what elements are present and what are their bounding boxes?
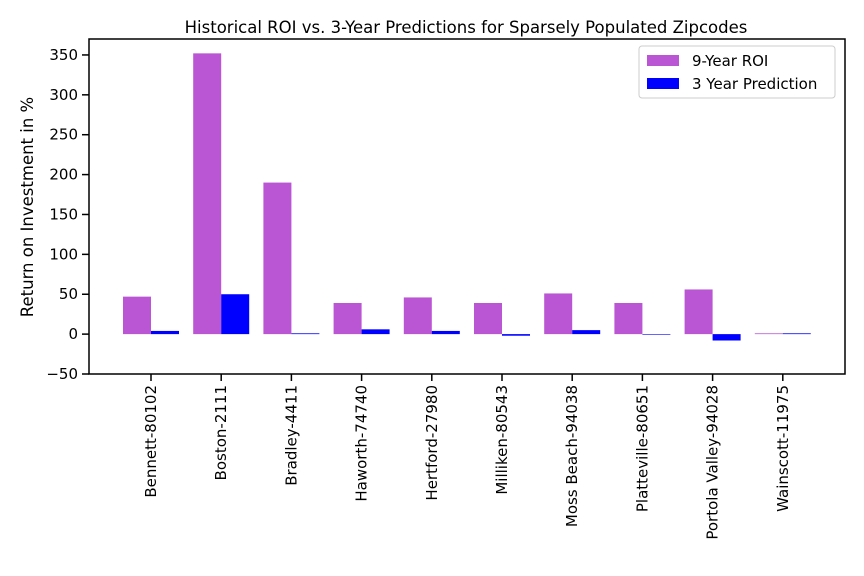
bar-prediction-3 — [291, 333, 320, 335]
bar-roi-3 — [263, 182, 292, 335]
bar-prediction-7 — [572, 330, 601, 335]
y-tick-label: 50 — [59, 285, 78, 303]
x-tick-label: Haworth-74740 — [353, 385, 371, 502]
bar-roi-1 — [123, 296, 151, 335]
y-tick-label: 100 — [49, 245, 78, 263]
bar-roi-7 — [544, 293, 573, 335]
x-tick-label: Portola Valley-94028 — [704, 385, 722, 540]
legend-frame — [638, 45, 836, 99]
x-tick-label: Bennett-80102 — [142, 385, 160, 498]
y-axis: −50 0 50 100 150 200 250 300 350 — [46, 46, 89, 383]
bar-prediction-4 — [361, 329, 390, 335]
bar-roi-4 — [333, 303, 362, 335]
bar-prediction-6 — [502, 334, 530, 336]
legend: 9-Year ROI 3 Year Prediction — [638, 45, 836, 99]
bar-prediction-5 — [431, 330, 460, 335]
bars-group — [123, 53, 811, 341]
bar-roi-2 — [193, 53, 222, 335]
x-axis: Bennett-80102 Boston-2111 Bradley-4411 Hawo… — [142, 374, 792, 540]
legend-swatch — [647, 55, 679, 66]
y-tick-label: −50 — [46, 365, 78, 383]
bar-prediction-2 — [221, 294, 250, 335]
y-tick-label: 150 — [49, 205, 78, 223]
x-tick-label: Platteville-80651 — [633, 385, 651, 512]
y-axis-label: Return on Investment in % — [18, 97, 37, 317]
plot-frame — [88, 38, 846, 375]
x-tick-label: Boston-2111 — [212, 385, 230, 480]
legend-swatch — [647, 78, 679, 89]
bar-roi-9 — [684, 289, 713, 335]
x-tick-label: Wainscott-11975 — [774, 385, 792, 512]
y-tick-label: 250 — [49, 126, 78, 144]
legend-label: 3 Year Prediction — [692, 75, 817, 93]
bar-roi-5 — [403, 297, 432, 335]
y-tick-label: 350 — [49, 46, 78, 64]
bar-prediction-8 — [642, 334, 671, 335]
bar-roi-6 — [474, 303, 502, 335]
x-tick-label: Hertford-27980 — [423, 385, 441, 501]
bar-prediction-9 — [712, 334, 741, 341]
bar-prediction-1 — [151, 330, 179, 335]
chart-title: Historical ROI vs. 3-Year Predictions fo… — [185, 18, 748, 37]
legend-label: 9-Year ROI — [692, 52, 768, 70]
x-tick-label: Milliken-80543 — [493, 385, 511, 495]
bar-prediction-10 — [782, 333, 811, 335]
x-tick-label: Bradley-4411 — [282, 385, 300, 486]
y-tick-label: 200 — [49, 166, 78, 184]
bar-roi-10 — [754, 333, 783, 335]
bar-roi-8 — [614, 303, 643, 335]
y-tick-label: 0 — [68, 325, 78, 343]
y-tick-label: 300 — [49, 86, 78, 104]
x-tick-label: Moss Beach-94038 — [563, 385, 581, 527]
